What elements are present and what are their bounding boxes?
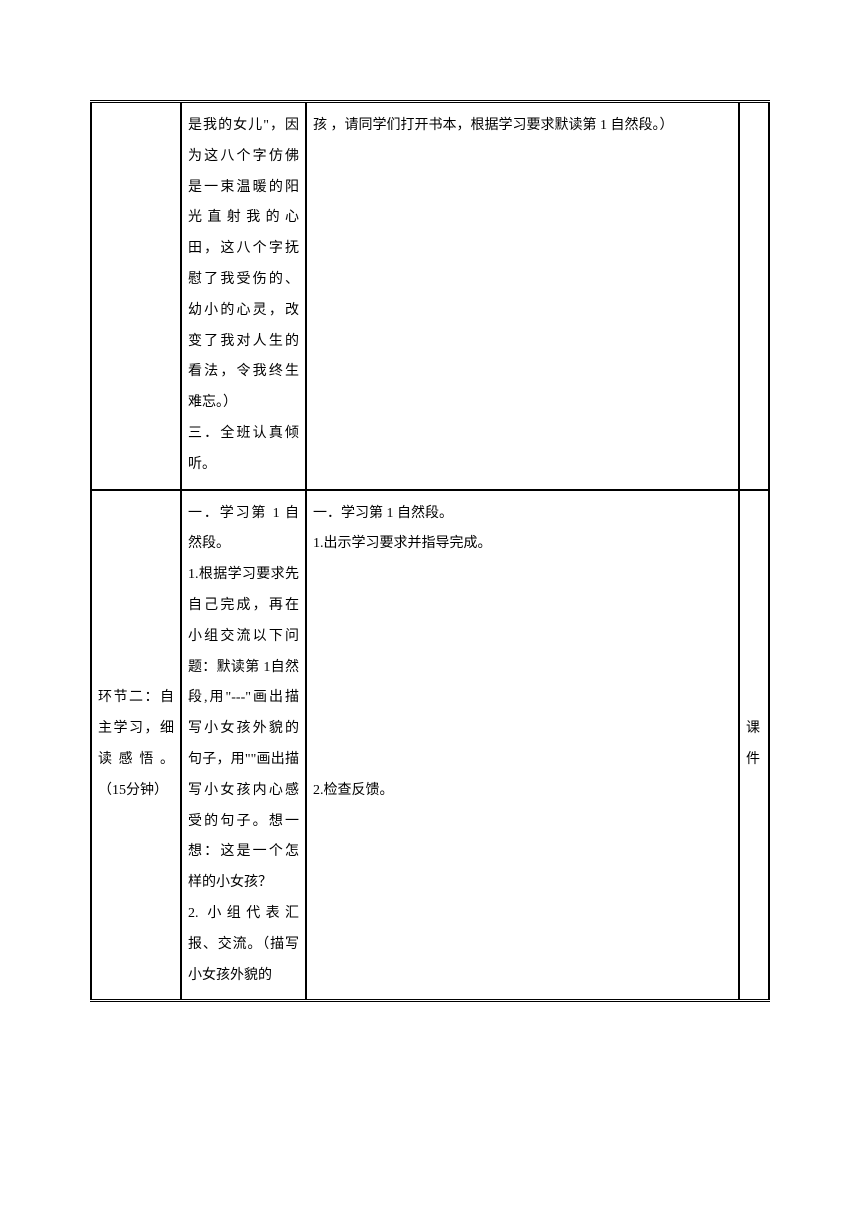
cell-text: 一．学习第 1 自然段。1.出示学习要求并指导完成。2.检查反馈。 bbox=[313, 506, 492, 798]
cell-stage bbox=[91, 102, 181, 490]
cell-text: 是我的女儿"，因为这八个字仿佛是一束温暖的阳光直射我的心田，这八个字抚慰了我受伤… bbox=[188, 118, 299, 472]
cell-teacher-activity: 一．学习第 1 自然段。1.出示学习要求并指导完成。2.检查反馈。 bbox=[306, 490, 739, 1001]
table-row: 环节二：自主学习，细读感悟。（15分钟） 一．学习第 1 自然段。1.根据学习要… bbox=[91, 490, 769, 1001]
cell-resources bbox=[739, 102, 769, 490]
cell-teacher-activity: 孩 ，请同学们打开书本，根据学习要求默读第 1 自然段。） bbox=[306, 102, 739, 490]
table-row: 是我的女儿"，因为这八个字仿佛是一束温暖的阳光直射我的心田，这八个字抚慰了我受伤… bbox=[91, 102, 769, 490]
cell-resources: 课件 bbox=[739, 490, 769, 1001]
cell-text: 孩 ，请同学们打开书本，根据学习要求默读第 1 自然段。） bbox=[313, 118, 674, 133]
cell-text: 环节二：自主学习，细读感悟。（15分钟） bbox=[98, 690, 174, 797]
cell-stage: 环节二：自主学习，细读感悟。（15分钟） bbox=[91, 490, 181, 1001]
cell-student-activity: 是我的女儿"，因为这八个字仿佛是一束温暖的阳光直射我的心田，这八个字抚慰了我受伤… bbox=[181, 102, 306, 490]
cell-text: 一．学习第 1 自然段。1.根据学习要求先自己完成，再在小组交流以下问题：默读第… bbox=[188, 506, 299, 983]
cell-student-activity: 一．学习第 1 自然段。1.根据学习要求先自己完成，再在小组交流以下问题：默读第… bbox=[181, 490, 306, 1001]
lesson-plan-table: 是我的女儿"，因为这八个字仿佛是一束温暖的阳光直射我的心田，这八个字抚慰了我受伤… bbox=[90, 100, 770, 1002]
cell-text: 课件 bbox=[746, 721, 760, 767]
